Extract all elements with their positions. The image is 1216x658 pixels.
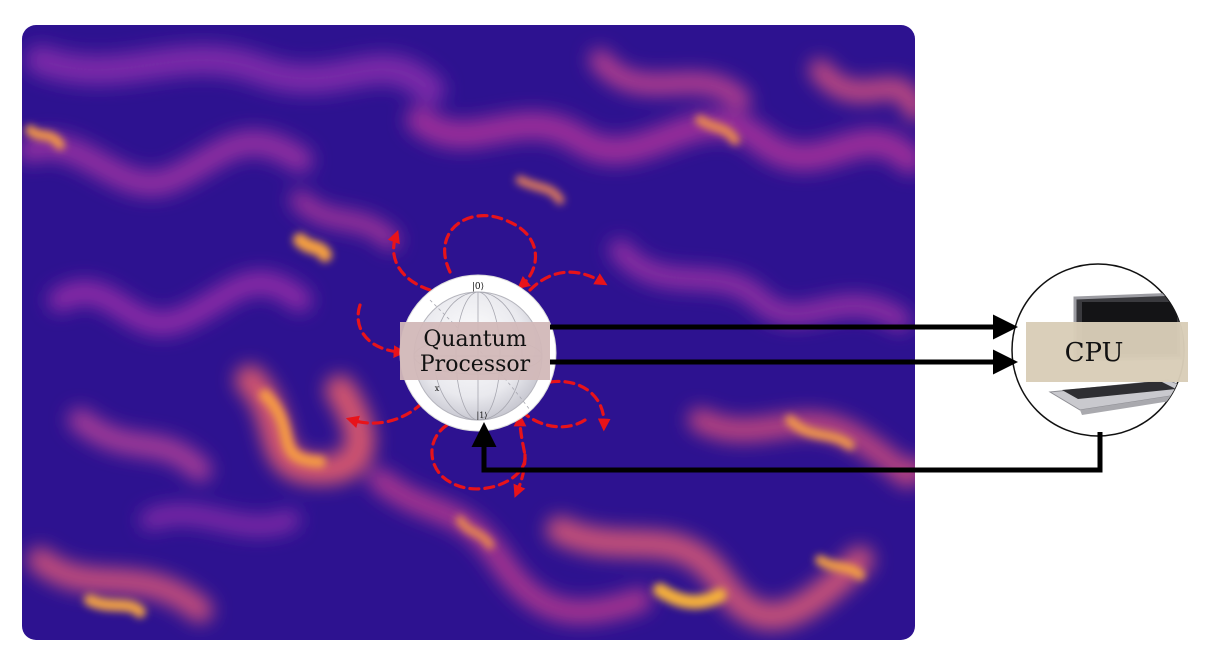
noise-field — [22, 25, 915, 640]
connectors — [471, 314, 1103, 473]
noise-arrow — [345, 401, 424, 428]
noise-arrow — [356, 303, 407, 358]
cpu-label-box — [1026, 322, 1188, 382]
noise-arrow — [528, 270, 608, 292]
processor-label-line1: Quantum — [423, 327, 527, 352]
noise-arrow — [548, 379, 611, 432]
noise-arrow — [443, 214, 538, 290]
quantum-processor: |0⟩ |1⟩ x y Quantum Processor — [399, 274, 557, 432]
cpu-node: CPU — [1011, 263, 1188, 437]
noise-arrow — [387, 229, 432, 292]
noise-arrows — [345, 214, 611, 498]
bloch-label-x: x — [435, 384, 440, 393]
processor-label-box — [400, 322, 550, 380]
noise-arrow — [430, 413, 527, 491]
cpu-label: CPU — [1065, 338, 1124, 368]
bloch-label-one: |1⟩ — [477, 411, 488, 420]
processor-label-line2: Processor — [420, 352, 531, 377]
bloch-label-zero: |0⟩ — [472, 282, 484, 292]
noise-arrow — [513, 453, 527, 498]
cpu-to-processor-feedback-arrow — [471, 422, 1103, 473]
